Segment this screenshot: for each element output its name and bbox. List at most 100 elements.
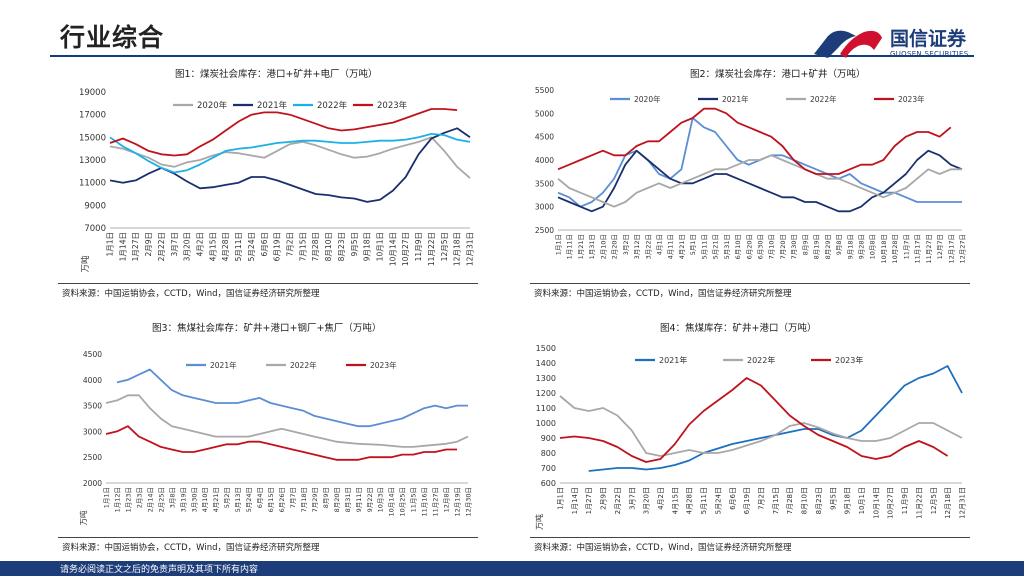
x-tick-label: 10月3日 xyxy=(377,487,385,512)
x-tick-label: 1月1日 xyxy=(555,234,563,255)
y-tick-label: 11000 xyxy=(79,179,106,189)
x-tick-label: 8月20日 xyxy=(333,487,341,512)
x-tick-label: 4月1日 xyxy=(656,234,664,255)
y-tick-label: 2000 xyxy=(83,479,102,488)
x-tick-label: 12月18日 xyxy=(453,232,462,266)
x-tick-label: 10月25日 xyxy=(399,487,407,517)
x-tick-label: 6月6日 xyxy=(729,487,737,510)
x-tick-label: 9月8日 xyxy=(835,234,843,255)
legend-label: 2023年 xyxy=(377,100,408,111)
x-tick-label: 10月28日 xyxy=(891,234,899,264)
y-tick-label: 2500 xyxy=(83,453,102,462)
y-tick-label: 1200 xyxy=(536,389,556,398)
source-note: 资料来源：中国运销协会，CCTD，Wind，国信证券经济研究所整理 xyxy=(534,289,792,299)
x-tick-label: 8月23日 xyxy=(337,232,346,261)
legend-label: 2022年 xyxy=(317,100,348,111)
chart-caption: 图4：焦煤库存：矿井+港口（万吨） xyxy=(660,323,817,334)
x-tick-label: 6月10日 xyxy=(734,234,742,259)
series-line-2021年 xyxy=(557,149,963,213)
x-tick-label: 12月5日 xyxy=(930,487,938,514)
x-tick-label: 2月9日 xyxy=(600,487,608,510)
y-tick-label: 19000 xyxy=(79,88,106,98)
y-axis-label: 万吨 xyxy=(534,514,544,530)
x-tick-label: 11月17日 xyxy=(914,234,922,264)
x-tick-label: 12月17日 xyxy=(947,234,955,264)
x-tick-label: 11月9日 xyxy=(901,487,909,514)
x-tick-label: 3月22日 xyxy=(644,234,652,259)
x-tick-label: 4月15日 xyxy=(671,487,679,514)
x-tick-label: 1月1日 xyxy=(103,487,111,508)
legend-label: 2023年 xyxy=(370,360,397,370)
x-tick-label: 12月31日 xyxy=(959,487,967,519)
x-tick-label: 6月30日 xyxy=(757,234,765,259)
x-tick-label: 10月27日 xyxy=(401,232,410,266)
series-line-2021年 xyxy=(116,368,468,428)
x-tick-label: 9月5日 xyxy=(350,232,359,257)
legend-label: 2021年 xyxy=(210,360,237,370)
x-tick-label: 6月4日 xyxy=(256,487,264,508)
y-tick-label: 1300 xyxy=(536,374,556,383)
x-tick-label: 9月28日 xyxy=(858,234,866,259)
legend-label: 2021年 xyxy=(257,100,288,111)
source-divider xyxy=(530,283,970,284)
y-tick-label: 4500 xyxy=(535,133,554,142)
source-note: 资料来源：中国运销协会，CCTD，Wind，国信证券经济研究所整理 xyxy=(62,289,320,299)
series-line-2022年 xyxy=(105,394,469,448)
x-tick-label: 7月2日 xyxy=(286,232,295,257)
x-tick-label: 6月19日 xyxy=(743,487,751,514)
x-tick-label: 2月22日 xyxy=(157,232,166,261)
y-tick-label: 1500 xyxy=(536,344,556,353)
x-tick-label: 6月26日 xyxy=(278,487,286,512)
footer-disclaimer: 请务必阅读正文之后的免责声明及其项下所有内容 xyxy=(60,565,259,575)
source-divider xyxy=(58,537,478,538)
page-title: 行业综合 xyxy=(60,23,165,52)
x-tick-label: 9月22日 xyxy=(366,487,374,512)
x-tick-label: 11月5日 xyxy=(410,487,418,512)
x-tick-label: 10月18日 xyxy=(880,234,888,264)
x-tick-label: 11月9日 xyxy=(414,232,423,261)
x-tick-label: 8月23日 xyxy=(815,487,823,514)
y-tick-label: 800 xyxy=(541,449,556,458)
x-tick-label: 7月28日 xyxy=(786,487,794,514)
x-tick-label: 3月2日 xyxy=(622,234,630,255)
x-tick-label: 1月12日 xyxy=(113,487,121,512)
x-tick-label: 12月31日 xyxy=(466,232,475,266)
x-tick-label: 10月14日 xyxy=(872,487,880,519)
series-line-2023年 xyxy=(559,377,949,463)
x-tick-label: 6月6日 xyxy=(260,232,269,257)
x-tick-label: 4月15日 xyxy=(208,232,217,261)
brand-name-en: GUOSEN SECURITIES xyxy=(890,50,969,58)
x-tick-label: 8月19日 xyxy=(813,234,821,259)
x-tick-label: 1月14日 xyxy=(118,232,127,261)
x-tick-label: 10月14日 xyxy=(388,487,396,517)
series-line-2022年 xyxy=(559,395,963,457)
x-tick-label: 12月19日 xyxy=(454,487,462,517)
x-tick-label: 12月30日 xyxy=(465,487,473,517)
x-tick-label: 4月21日 xyxy=(678,234,686,259)
x-tick-label: 3月19日 xyxy=(179,487,187,512)
x-tick-label: 4月2日 xyxy=(196,232,205,257)
series-line-2022年 xyxy=(557,154,962,208)
x-tick-label: 3月12日 xyxy=(633,234,641,259)
coking-coal-port-mine-inventory-chart: 600 700 800 900 1000 1100 1200 1300 1400 1500 1月1日… xyxy=(534,344,967,530)
x-tick-label: 1月11日 xyxy=(566,234,574,259)
x-tick-label: 3月7日 xyxy=(628,487,636,510)
x-tick-label: 2月10日 xyxy=(599,234,607,259)
x-tick-label: 7月20日 xyxy=(779,234,787,259)
y-tick-label: 7000 xyxy=(84,224,106,234)
x-tick-label: 1月1日 xyxy=(557,487,565,510)
x-tick-label: 2月3日 xyxy=(135,487,143,508)
x-tick-label: 3月7日 xyxy=(170,232,179,257)
x-tick-label: 6月20日 xyxy=(745,234,753,259)
brand-name-cn: 国信证券 xyxy=(890,28,967,50)
legend-label: 2023年 xyxy=(835,355,863,365)
x-tick-label: 11月22日 xyxy=(915,487,923,519)
x-tick-label: 5月1日 xyxy=(689,234,697,255)
y-tick-label: 1100 xyxy=(536,404,556,413)
x-tick-label: 12月8日 xyxy=(443,487,451,512)
x-tick-label: 5月21日 xyxy=(712,234,720,259)
x-tick-label: 3月8日 xyxy=(168,487,176,508)
x-tick-label: 7月2日 xyxy=(758,487,766,510)
x-tick-label: 8月9日 xyxy=(322,487,330,508)
